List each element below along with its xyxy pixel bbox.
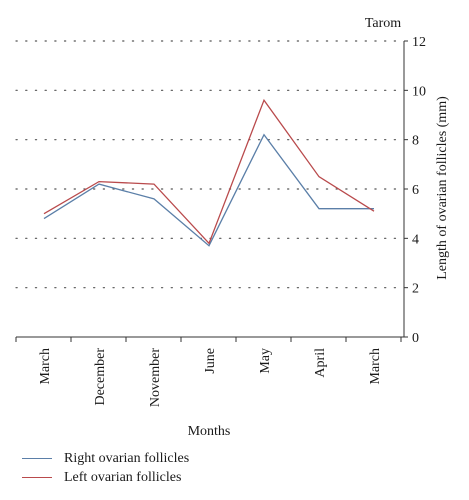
x-tick-label: May — [258, 348, 273, 374]
legend-item-left: Left ovarian follicles — [22, 468, 189, 487]
y-tick-label: 6 — [412, 183, 419, 198]
x-tick-label: March — [368, 348, 383, 385]
legend-item-right: Right ovarian follicles — [22, 449, 189, 468]
x-axis-label: Months — [188, 424, 231, 439]
y-tick-label: 0 — [412, 331, 419, 346]
y-tick-label: 2 — [412, 282, 419, 297]
legend-swatch-right — [22, 458, 52, 459]
chart-title: Tarom — [365, 16, 401, 31]
series-line-right — [43, 133, 374, 247]
x-tick-label: June — [203, 348, 218, 374]
x-tick-label: November — [148, 348, 163, 407]
series-lines — [43, 98, 375, 247]
legend-label-right: Right ovarian follicles — [64, 450, 190, 466]
legend: Right ovarian follicles Left ovarian fol… — [22, 449, 189, 487]
x-tick-label: April — [313, 348, 328, 378]
y-tick-label: 12 — [412, 35, 426, 50]
y-axis-label: Length of ovarian follicles (mm) — [435, 96, 450, 280]
y-tick-label: 8 — [412, 134, 419, 149]
x-tick-labels: March December November June May April March — [38, 348, 383, 407]
legend-label-left: Left ovarian follicles — [64, 469, 182, 485]
series-line-left — [43, 98, 375, 245]
y-tick-label: 4 — [412, 232, 419, 247]
gridlines — [15, 40, 401, 289]
axes — [15, 40, 408, 342]
y-tick-labels: 0 2 4 6 8 10 12 — [412, 35, 426, 346]
legend-swatch-left — [22, 477, 52, 478]
x-tick-label: December — [93, 348, 108, 406]
x-tick-label: March — [38, 348, 53, 385]
y-tick-label: 10 — [412, 84, 426, 99]
